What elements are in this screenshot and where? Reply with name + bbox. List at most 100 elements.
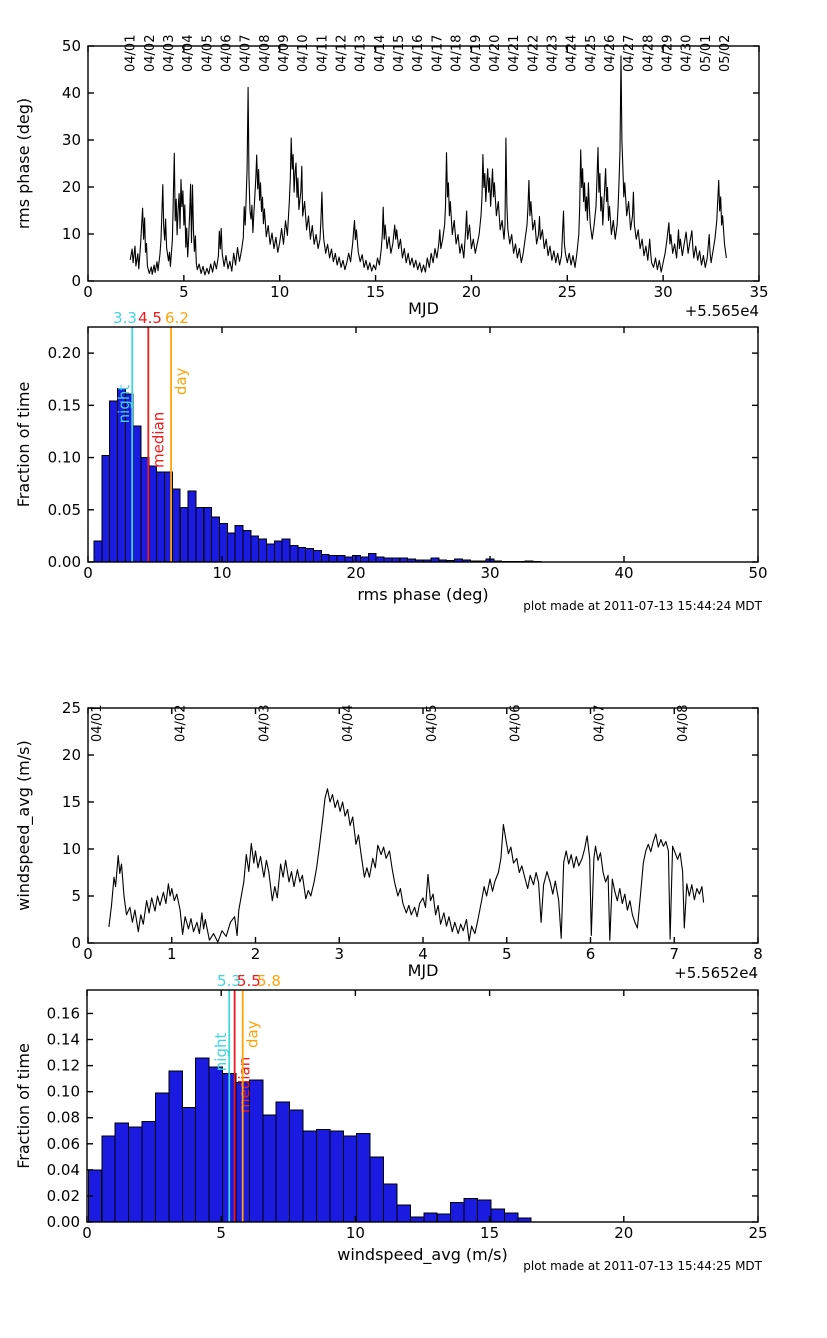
axes-frame — [86, 989, 759, 1223]
x-tick-label: 10 — [346, 1224, 365, 1242]
x-tick-label: 40 — [614, 564, 633, 582]
histogram-bar — [490, 1208, 505, 1223]
date-label: 04/23 — [545, 35, 560, 72]
date-label: 04/30 — [680, 35, 695, 72]
date-label: 04/16 — [411, 35, 426, 72]
date-label: 04/26 — [603, 35, 618, 72]
y-tick-label: 5 — [71, 887, 81, 905]
night-text-label: night — [212, 1032, 230, 1071]
y-tick-label: 25 — [62, 699, 81, 717]
histogram-bar — [313, 550, 322, 563]
date-label: 04/19 — [469, 35, 484, 72]
median-text-label: median — [149, 412, 167, 468]
date-label: 04/15 — [392, 35, 407, 72]
histogram-bar — [503, 1212, 519, 1223]
histogram-bar — [266, 543, 275, 563]
y-tick-label: 0.04 — [47, 1161, 80, 1179]
y-tick-label: 0.16 — [47, 1004, 80, 1022]
x-tick-label: 5 — [216, 1224, 226, 1242]
x-tick-label: 7 — [669, 945, 679, 963]
x-tick-label: 0 — [83, 564, 93, 582]
night-value-label: 3.3 — [113, 309, 137, 327]
date-label: 04/06 — [509, 705, 524, 742]
y-tick-label: 10 — [62, 840, 81, 858]
date-label: 04/12 — [335, 35, 350, 72]
y-tick-label: 0.10 — [48, 449, 81, 467]
x-tick-label: 8 — [753, 945, 763, 963]
y-axis-label: Fraction of time — [14, 382, 33, 508]
histogram-bar — [156, 471, 165, 563]
y-tick-label: 0.10 — [47, 1083, 80, 1101]
date-label: 04/13 — [354, 35, 369, 72]
date-label: 04/06 — [220, 35, 235, 72]
x-tick-label: 25 — [748, 1224, 767, 1242]
histogram-bar — [258, 538, 267, 563]
y-tick-label: 0 — [71, 272, 81, 290]
date-label: 05/01 — [699, 35, 714, 72]
histogram-bar — [179, 507, 189, 563]
x-tick-label: 1 — [167, 945, 177, 963]
histogram-bar — [316, 1129, 331, 1223]
date-label: 04/08 — [258, 35, 273, 72]
date-label: 04/10 — [296, 35, 311, 72]
histogram-bar — [356, 1132, 371, 1223]
histogram-bar — [128, 1126, 143, 1223]
histogram-bar — [195, 1057, 210, 1223]
histogram-bar — [360, 556, 369, 563]
histogram-bar — [463, 1198, 479, 1223]
y-tick-label: 30 — [62, 131, 81, 149]
histogram-bar — [409, 1216, 425, 1223]
histogram-bar — [336, 555, 346, 563]
histogram-bar — [219, 522, 228, 563]
x-tick-label: 0 — [83, 283, 93, 301]
histogram-bar — [275, 1101, 291, 1223]
series-line — [108, 788, 705, 943]
day-value-label: 5.8 — [257, 972, 281, 990]
y-tick-label: 10 — [62, 225, 81, 243]
date-label: 04/29 — [660, 35, 675, 72]
histogram-bar — [367, 553, 377, 563]
x-axis-label: windspeed_avg (m/s) — [337, 1245, 507, 1265]
x-axis-offset-text: +5.5652e4 — [674, 964, 758, 982]
y-tick-label: 0.12 — [47, 1057, 80, 1075]
histogram-bar — [187, 490, 197, 563]
x-tick-label: 5 — [502, 945, 512, 963]
y-tick-label: 0.14 — [47, 1031, 80, 1049]
y-tick-label: 0.20 — [48, 344, 81, 362]
histogram-bar — [101, 1135, 116, 1223]
chart-rms-phase-histogram: 3.3 night 4.5 median 6.2 day 0 10 20 30 40 50 0.00 0.… — [14, 309, 768, 613]
x-tick-label: 0 — [82, 1224, 92, 1242]
x-tick-label: 5 — [179, 283, 189, 301]
histogram-bar — [305, 547, 315, 563]
x-tick-label: 20 — [614, 1224, 633, 1242]
x-tick-label: 30 — [480, 564, 499, 582]
histogram-bar — [171, 488, 181, 563]
date-label: 05/02 — [718, 35, 733, 72]
histogram-bar — [375, 556, 385, 563]
plot-made-annotation: plot made at 2011-07-13 15:44:24 MDT — [523, 599, 762, 613]
histogram-bar — [297, 546, 307, 563]
histogram-bar — [141, 1121, 156, 1223]
y-axis-label: windspeed_avg (m/s) — [14, 740, 34, 910]
y-tick-label: 0.08 — [47, 1109, 80, 1127]
y-tick-label: 0 — [71, 934, 81, 952]
x-tick-label: 4 — [418, 945, 428, 963]
y-tick-label: 0.05 — [48, 501, 81, 519]
x-tick-label: 30 — [654, 283, 673, 301]
histogram-bar — [242, 530, 252, 563]
histogram-bar — [383, 1183, 398, 1223]
x-tick-label: 10 — [270, 283, 289, 301]
x-tick-label: 25 — [558, 283, 577, 301]
histogram-bar — [195, 507, 205, 563]
date-label: 04/05 — [200, 35, 215, 72]
date-label: 04/25 — [584, 35, 599, 72]
night-text-label: night — [115, 385, 133, 424]
y-tick-label: 15 — [62, 793, 81, 811]
histogram-bar — [109, 400, 118, 563]
chart-windspeed-histogram: 5.3 night 5.5 median 5.8 day 0 5 10 15 20 25 0.00 0.0… — [14, 972, 768, 1273]
axes-frame — [87, 326, 759, 563]
histogram-bar — [302, 1130, 318, 1223]
day-text-label: day — [172, 367, 190, 395]
